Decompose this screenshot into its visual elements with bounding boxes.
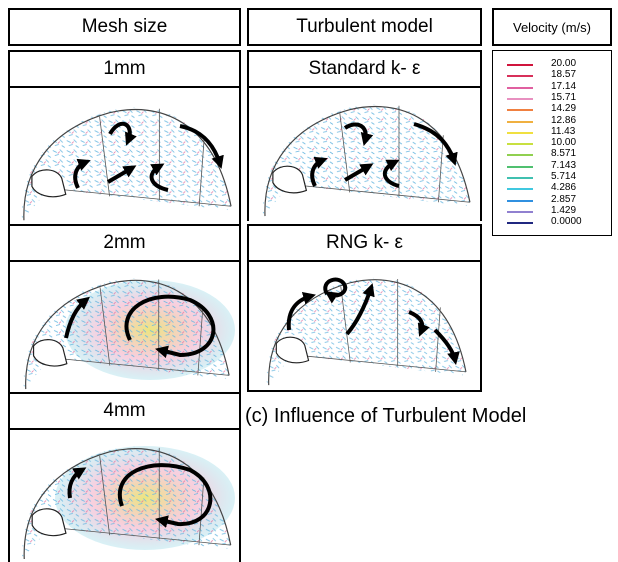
panel-label: 1mm	[8, 50, 241, 88]
legend-label: 15.71	[551, 92, 576, 103]
panel-image	[247, 260, 482, 392]
panel-image	[8, 428, 241, 562]
panel-image	[247, 86, 482, 221]
panel-image	[8, 86, 241, 226]
page: Mesh size 1mm 2mm 4mm Turbulent model St…	[0, 0, 618, 562]
column-header: Turbulent model	[247, 8, 482, 46]
legend-swatch	[507, 222, 533, 224]
legend-label: 1.429	[551, 205, 576, 216]
legend-swatch	[507, 143, 533, 145]
panel-label: Standard k- ε	[247, 50, 482, 88]
legend-label: 4.286	[551, 182, 576, 193]
panel-label: 4mm	[8, 392, 241, 430]
legend-swatch	[507, 132, 533, 134]
panel-image	[8, 260, 241, 392]
dome	[263, 105, 470, 216]
column-header: Mesh size	[8, 8, 241, 46]
caption: (c) Influence of Turbulent Model	[245, 405, 526, 428]
legend-label: 0.0000	[551, 216, 582, 227]
legend-label: 17.14	[551, 81, 576, 92]
legend-swatch	[507, 188, 533, 190]
legend-label: 12.86	[551, 115, 576, 126]
legend-swatch	[507, 154, 533, 156]
legend-label: 18.57	[551, 69, 576, 80]
legend-label: 11.43	[551, 126, 575, 137]
legend-swatch	[507, 121, 533, 123]
legend-swatch	[507, 200, 533, 202]
legend-label: 20.00	[551, 58, 576, 69]
legend-swatch	[507, 109, 533, 111]
panel-label: RNG k- ε	[247, 224, 482, 262]
legend-title: Velocity (m/s)	[492, 8, 612, 46]
flow-plot	[249, 260, 480, 388]
legend-entry: 0.0000	[493, 217, 613, 228]
legend-swatch	[507, 177, 533, 179]
flow-plot	[249, 86, 480, 219]
legend-swatch	[507, 87, 533, 89]
legend-swatch	[507, 64, 533, 66]
panel-label: 2mm	[8, 224, 241, 262]
flow-plot	[10, 428, 239, 562]
legend-label: 10.00	[551, 137, 576, 148]
legend-label: 8.571	[551, 148, 576, 159]
flow-plot	[10, 260, 239, 392]
legend-label: 14.29	[551, 103, 576, 114]
legend-swatch	[507, 211, 533, 213]
legend-swatch	[507, 98, 533, 100]
flow-plot	[10, 86, 239, 224]
legend-swatch	[507, 166, 533, 168]
legend-swatch	[507, 75, 533, 77]
legend-label: 5.714	[551, 171, 576, 182]
legend-label: 7.143	[551, 160, 576, 171]
legend-label: 2.857	[551, 194, 576, 205]
